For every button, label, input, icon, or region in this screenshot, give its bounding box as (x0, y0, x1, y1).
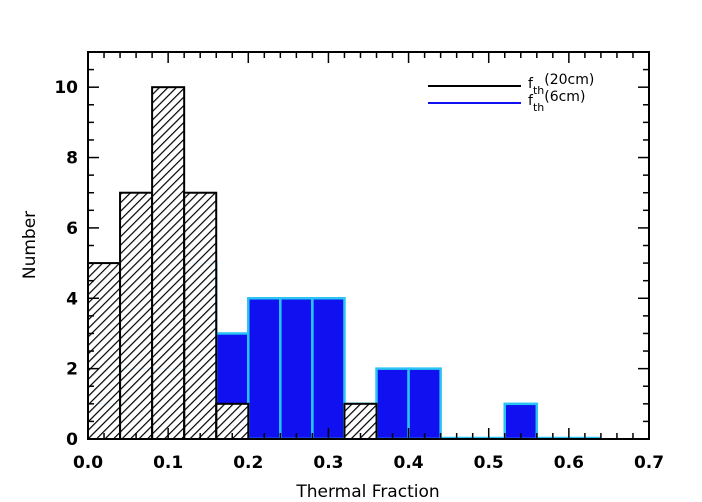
x-tick-label: 0.4 (394, 453, 424, 473)
bar-20cm-hatch-lower (120, 368, 153, 439)
bar-20cm-hatch-upper (120, 192, 153, 369)
legend-label: fth(20cm) (528, 72, 594, 97)
bar-20cm-hatch-lower (152, 368, 185, 439)
x-tick-label: 0.7 (634, 453, 664, 473)
x-tick-label: 0.0 (73, 453, 103, 473)
x-tick-label: 0.2 (233, 453, 263, 473)
x-tick-label: 0.1 (153, 453, 183, 473)
bar-6cm (407, 367, 442, 439)
bar-20cm-hatch-upper (152, 87, 185, 369)
x-axis-label: Thermal Fraction (295, 482, 439, 502)
x-tick-label: 0.6 (554, 453, 584, 473)
y-tick-label: 4 (66, 289, 78, 309)
bar-6cm (279, 297, 314, 439)
bar-20cm-hatch-lower (184, 263, 217, 439)
bar-20cm (183, 191, 218, 439)
bar-6cm (375, 367, 410, 439)
legend-label: fth(6cm) (528, 89, 585, 114)
bar-20cm-hatch-upper (184, 192, 217, 264)
axis-ticks (87, 51, 650, 440)
x-tick-label: 0.3 (313, 453, 343, 473)
y-axis-label: Number (20, 211, 40, 279)
y-tick-label: 10 (54, 78, 78, 98)
y-tick-label: 0 (66, 430, 78, 450)
bar-6cm (311, 297, 346, 439)
y-tick-label: 2 (66, 360, 78, 380)
y-tick-label: 6 (66, 219, 78, 239)
legend: fth(20cm)fth(6cm) (428, 72, 594, 114)
x-tick-label: 0.5 (474, 453, 504, 473)
x-tick-labels: 0.0 0.1 0.2 0.3 0.4 0.5 0.6 0.7 (73, 453, 664, 473)
bar-6cm (247, 297, 282, 439)
y-tick-labels: 0 2 4 6 8 10 (54, 78, 78, 450)
y-tick-label: 8 (66, 149, 78, 169)
series-20cm-bars (88, 86, 378, 439)
